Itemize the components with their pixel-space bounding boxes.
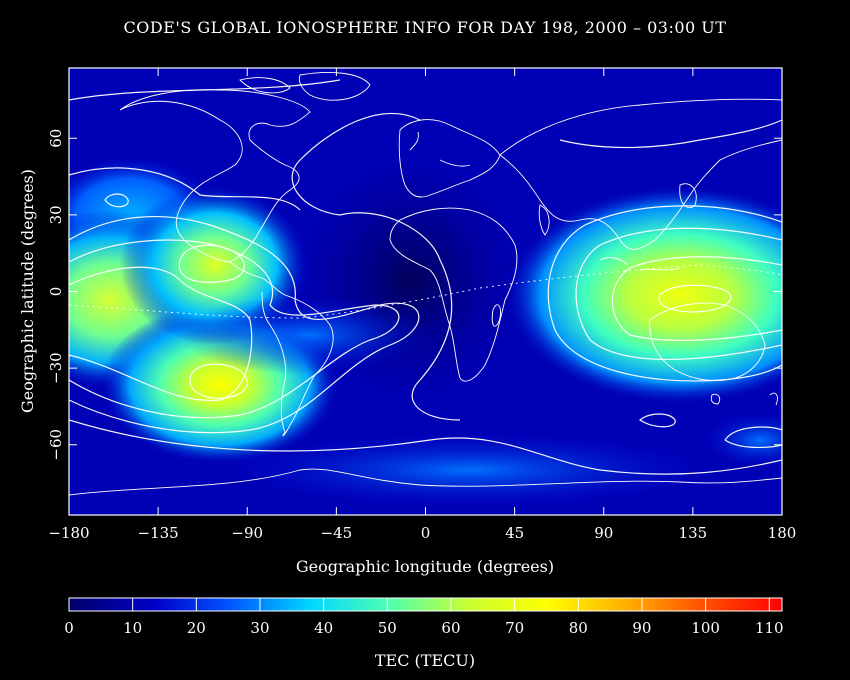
x-tick-label: 45 (505, 524, 524, 542)
colorbar-tick-label: 80 (569, 619, 588, 637)
y-tick-label: 60 (47, 129, 65, 148)
tec-contours (69, 79, 782, 475)
x-tick-label: 90 (594, 524, 613, 542)
colorbar-tick-label: 40 (314, 619, 333, 637)
tec-field (69, 68, 782, 515)
x-axis-label: Geographic longitude (degrees) (296, 557, 554, 576)
colorbar-tick-label: 50 (378, 619, 397, 637)
y-axis-label: Geographic latitude (degrees) (18, 169, 37, 413)
map-title: CODE'S GLOBAL IONOSPHERE INFO FOR DAY 19… (123, 18, 727, 37)
colorbar-tick-label: 90 (632, 619, 651, 637)
x-axis: −180 −135 −90 −45 0 45 90 135 180 (48, 68, 796, 542)
colorbar-tick-label: 110 (755, 619, 784, 637)
colorbar-tick-label: 100 (691, 619, 720, 637)
colorbar-tick-label: 10 (123, 619, 142, 637)
colorbar-tick-label: 0 (64, 619, 74, 637)
y-axis: −60 −30 0 30 60 (47, 129, 782, 461)
y-tick-label: 30 (47, 205, 65, 224)
colorbar (68, 597, 783, 612)
colorbar-tick-label: 30 (250, 619, 269, 637)
y-tick-label: −30 (47, 352, 65, 384)
colorbar-tick-label: 60 (441, 619, 460, 637)
x-tick-label: −180 (48, 524, 89, 542)
x-tick-label: −45 (321, 524, 353, 542)
x-tick-label: −135 (138, 524, 179, 542)
y-tick-label: −60 (47, 429, 65, 461)
colorbar-ticks: 0 10 20 30 40 50 60 70 80 90 100 110 (64, 598, 784, 637)
x-tick-label: −90 (231, 524, 263, 542)
colorbar-label: TEC (TECU) (375, 651, 475, 670)
x-tick-label: 180 (768, 524, 797, 542)
colorbar-tick-label: 20 (187, 619, 206, 637)
colorbar-tick-label: 70 (505, 619, 524, 637)
y-tick-label: 0 (47, 287, 65, 297)
x-tick-label: 135 (679, 524, 708, 542)
x-tick-label: 0 (421, 524, 431, 542)
coastlines (69, 72, 782, 496)
